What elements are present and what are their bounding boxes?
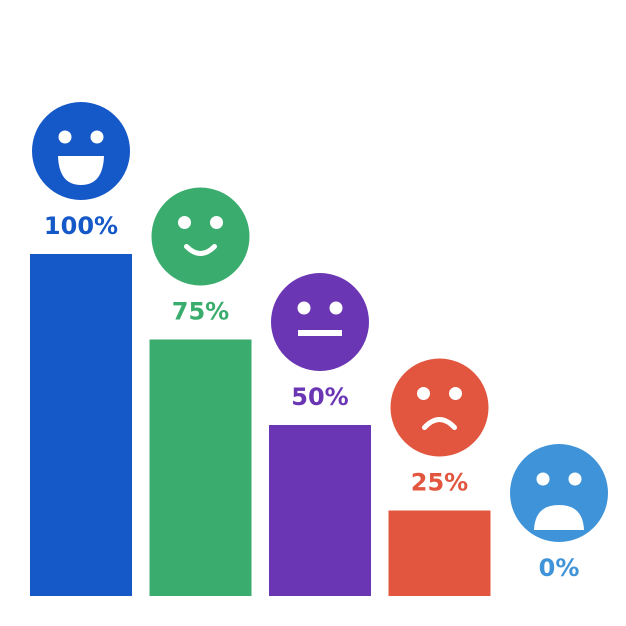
value-label: 50% <box>291 383 348 411</box>
face-circle <box>390 358 489 457</box>
value-label: 0% <box>539 554 580 582</box>
value-label: 75% <box>172 298 229 326</box>
face-eye-right <box>90 130 104 144</box>
face-eye-left <box>178 216 191 229</box>
value-label: 25% <box>411 469 468 497</box>
neutral-face-icon <box>271 273 369 371</box>
grin-face-icon <box>32 102 130 200</box>
face-mouth <box>184 244 217 256</box>
frown-face-icon <box>390 358 489 457</box>
face-eye-left <box>297 301 311 315</box>
bar-very-happy <box>30 254 132 596</box>
face-eye-right <box>329 301 343 315</box>
face-circle <box>32 102 130 200</box>
bar-happy <box>149 339 252 596</box>
face-eye-left <box>58 130 72 144</box>
face-eye-left <box>417 387 430 400</box>
face-eye-left <box>536 472 550 486</box>
face-mouth <box>422 417 457 430</box>
face-eye-right <box>568 472 582 486</box>
face-eye-right <box>449 387 462 400</box>
value-label: 100% <box>44 212 118 240</box>
face-mouth <box>298 330 342 336</box>
face-circle <box>271 273 369 371</box>
bar-sad <box>388 510 491 596</box>
smile-face-icon <box>151 187 250 286</box>
face-mouth <box>58 156 104 185</box>
face-mouth <box>534 505 584 530</box>
face-eye-right <box>210 216 223 229</box>
bar-neutral <box>269 425 371 596</box>
face-circle <box>151 187 250 286</box>
shocked-face-icon <box>510 444 608 542</box>
face-circle <box>510 444 608 542</box>
